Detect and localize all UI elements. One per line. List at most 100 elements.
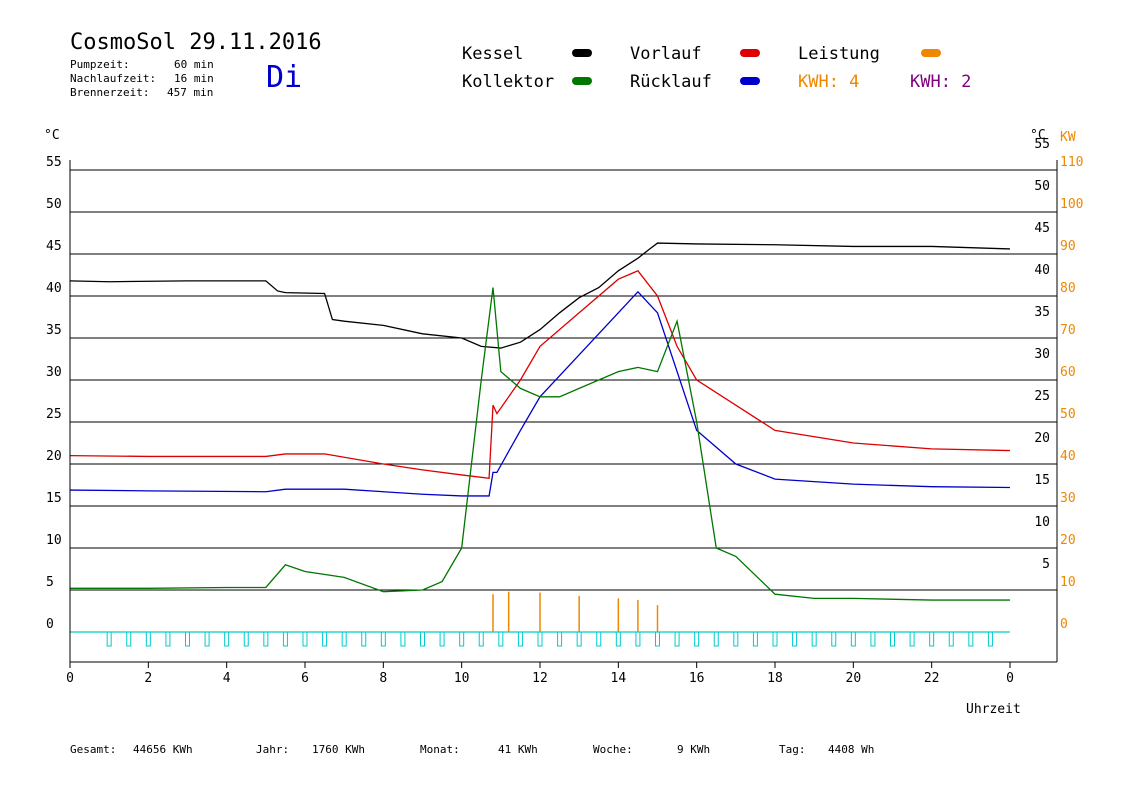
pump-marker-14.5 [635,631,641,647]
footer-woche-value: 9 KWh [677,743,711,756]
series-line-vorlauf [69,270,1011,480]
pump-marker-5.5 [282,631,288,647]
pump-marker-17 [733,631,739,647]
pump-marker-21.5 [909,631,915,647]
pump-marker-6.5 [322,631,328,647]
pump-marker-19 [811,631,817,647]
y-tick-right-30: 30 [1034,347,1050,362]
pump-marker-11.5 [517,631,523,647]
pump-marker-8 [380,631,386,647]
x-tick-7: 14 [611,671,627,686]
x-tick-9: 18 [767,671,783,686]
y-tick-right-55: 55 [1034,137,1050,152]
pump-marker-10 [459,631,465,647]
pump-marker-8.5 [400,631,406,647]
pump-marker-20 [850,631,856,647]
legend-kwh1-label: KWH: 4 [798,72,860,92]
y-tick-left-10: 10 [46,533,62,548]
legend-ruecklauf-swatch [740,77,760,85]
pumpzeit-value: 60 min [174,58,214,71]
pump-marker-1 [106,631,112,647]
legend-kollektor-label: Kollektor [462,72,555,92]
x-tick-12: 0 [1006,671,1014,686]
footer-jahr-label: Jahr: [256,743,290,756]
y-tick-right-20: 20 [1034,431,1050,446]
y2-tick-right-10: 10 [1060,575,1076,590]
pump-marker-12.5 [557,631,563,647]
pump-marker-17.5 [752,631,758,647]
y-tick-left-50: 50 [46,197,62,212]
footer-gesamt-value: 44656 KWh [133,743,193,756]
series-line-ruecklauf [69,290,1011,497]
pump-marker-20.5 [870,631,876,647]
chart-title: CosmoSol 29.11.2016 [70,30,322,55]
y-tick-left-45: 45 [46,239,62,254]
legend-kessel-label: Kessel [462,44,524,64]
pump-marker-11 [498,631,504,647]
right-axis-unit: °C [1030,128,1046,143]
y2-tick-right-50: 50 [1060,407,1076,422]
y-tick-left-40: 40 [46,281,62,296]
pump-marker-1.5 [126,631,132,647]
pump-marker-12 [537,631,543,647]
pump-marker-7.5 [361,631,367,647]
left-axis-unit: °C [44,128,60,143]
pump-marker-9.5 [439,631,445,647]
y-tick-left-15: 15 [46,491,62,506]
pump-marker-2.5 [165,631,171,647]
y-tick-left-25: 25 [46,407,62,422]
brennerzeit-value: 457 min [167,86,214,99]
footer-tag-value: 4408 Wh [828,743,875,756]
pump-marker-16 [694,631,700,647]
legend-kessel-swatch [572,49,592,57]
pump-marker-13 [576,631,582,647]
legend-leistung-swatch [921,49,941,57]
y-tick-right-35: 35 [1034,305,1050,320]
pump-marker-4.5 [243,631,249,647]
x-tick-3: 6 [301,671,309,686]
pump-marker-23.5 [987,631,993,647]
pump-marker-22 [929,631,935,647]
pump-marker-13.5 [596,631,602,647]
x-tick-8: 16 [689,671,705,686]
pump-marker-4 [224,631,230,647]
x-tick-1: 2 [144,671,152,686]
legend-vorlauf-swatch [740,49,760,57]
pump-marker-9 [420,631,425,647]
y-tick-right-15: 15 [1034,473,1050,488]
pump-marker-21 [890,631,895,647]
series-line-kessel [69,242,1011,349]
footer-jahr-value: 1760 KWh [312,743,365,756]
pump-marker-3.5 [204,631,210,647]
legend-vorlauf-label: Vorlauf [630,44,702,64]
pump-marker-10.5 [478,631,484,647]
pump-marker-18 [772,631,778,647]
y-tick-right-25: 25 [1034,389,1050,404]
x-tick-4: 8 [379,671,387,686]
y2-tick-right-0: 0 [1060,617,1068,632]
y-tick-right-5: 5 [1042,557,1050,572]
y2-tick-right-60: 60 [1060,365,1076,380]
series-line-kollektor [70,287,1010,601]
y2-tick-right-20: 20 [1060,533,1076,548]
footer-monat-value: 41 KWh [498,743,538,756]
right-axis-unit-kw: KW [1060,130,1076,145]
y2-tick-right-70: 70 [1060,323,1076,338]
x-tick-6: 12 [532,671,548,686]
x-axis-label: Uhrzeit [966,702,1021,717]
y2-tick-right-100: 100 [1060,197,1083,212]
x-tick-10: 20 [846,671,862,686]
y-tick-left-30: 30 [46,365,62,380]
pump-marker-14 [615,631,621,647]
y-tick-left-20: 20 [46,449,62,464]
pump-marker-22.5 [948,631,954,647]
y-tick-right-50: 50 [1034,179,1050,194]
x-tick-0: 0 [66,671,74,686]
y2-tick-right-30: 30 [1060,491,1076,506]
legend-leistung-label: Leistung [798,44,880,64]
footer-woche-label: Woche: [593,743,633,756]
legend-kwh2-label: KWH: 2 [910,72,972,92]
y-tick-left-35: 35 [46,323,62,338]
pump-marker-7 [341,631,347,647]
